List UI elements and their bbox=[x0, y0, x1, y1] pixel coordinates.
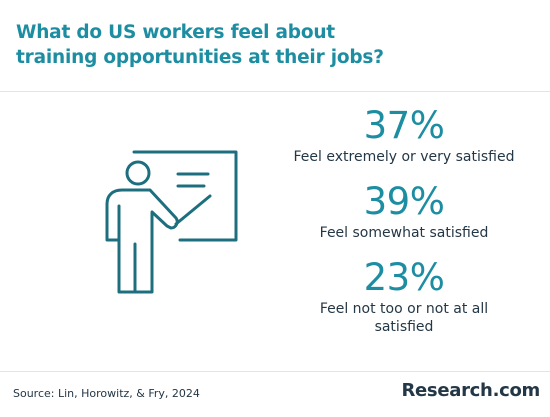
stat-label-line-1: Feel not too or not at all bbox=[319, 301, 489, 317]
bottom-divider bbox=[0, 371, 550, 372]
stat-label: Feel somewhat satisfied bbox=[319, 225, 489, 241]
stats-panel: 37% Feel extremely or very satisfied 39%… bbox=[268, 104, 540, 350]
brand-logo: Research.com bbox=[401, 380, 540, 401]
stat-item: 37% Feel extremely or very satisfied bbox=[268, 104, 540, 166]
chart-title: What do US workers feel about training o… bbox=[16, 20, 416, 70]
teacher-presentation-icon bbox=[105, 150, 238, 294]
stat-value: 23% bbox=[363, 256, 445, 299]
stat-label-line-2: satisfied bbox=[374, 319, 434, 335]
stat-value: 37% bbox=[363, 104, 445, 147]
stat-item: 39% Feel somewhat satisfied bbox=[268, 180, 540, 242]
top-divider bbox=[0, 91, 550, 92]
stat-value: 39% bbox=[363, 180, 445, 223]
stat-label: Feel extremely or very satisfied bbox=[293, 149, 515, 165]
stat-item: 23% Feel not too or not at all satisfied bbox=[268, 256, 540, 336]
source-note: Source: Lin, Horowitz, & Fry, 2024 bbox=[13, 387, 200, 400]
chart-title-line-1: What do US workers feel about bbox=[16, 22, 335, 43]
chart-title-line-2: training opportunities at their jobs? bbox=[16, 47, 384, 68]
